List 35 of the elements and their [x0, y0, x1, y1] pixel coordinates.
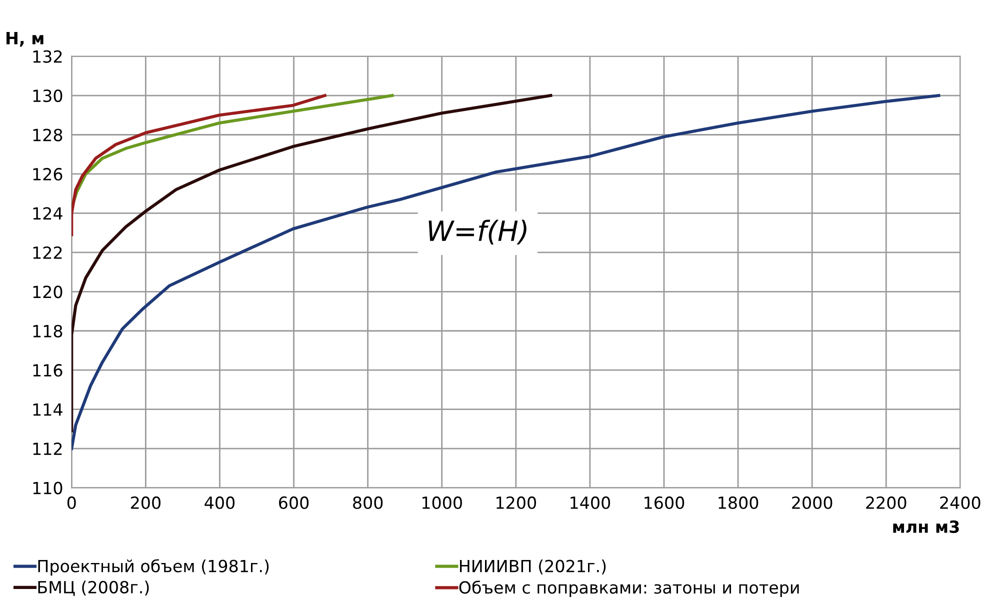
- x-tick-label: 400: [204, 496, 235, 509]
- line-series: [72, 94, 552, 432]
- x-tick-label: 600: [279, 496, 309, 509]
- y-axis-title: Н, м: [6, 32, 44, 47]
- y-tick-label: 126: [33, 168, 62, 181]
- x-tick-label: 2000: [792, 496, 832, 509]
- y-tick-label: 122: [33, 246, 62, 259]
- x-tick-label: 1200: [496, 496, 536, 509]
- line-series: [72, 94, 940, 450]
- y-tick-label: 130: [33, 89, 62, 102]
- legend-label: НИИИВП (2021г.): [460, 559, 606, 574]
- x-tick-label: 200: [131, 496, 160, 509]
- y-tick-label: 120: [33, 286, 62, 298]
- x-axis-title: млн м3: [893, 520, 959, 534]
- y-tick-label: 112: [33, 442, 62, 455]
- x-tick-label: 1600: [644, 496, 684, 509]
- x-tick-label: 2200: [866, 496, 906, 509]
- x-tick-label: 800: [353, 496, 383, 509]
- x-tick-label: 1400: [570, 496, 610, 509]
- y-tick-label: 128: [33, 128, 62, 142]
- line-series: [72, 94, 326, 236]
- x-tick-label: 1000: [422, 496, 462, 509]
- y-tick-label: 118: [33, 324, 62, 338]
- annotation: W=f(H): [428, 220, 526, 245]
- y-tick-label: 114: [33, 404, 62, 416]
- y-tick-label: 110: [33, 482, 62, 494]
- x-tick-label: 0: [67, 496, 76, 509]
- x-tick-label: 1800: [718, 496, 758, 509]
- y-tick-label: 116: [33, 364, 62, 377]
- legend-label: Проектный объем (1981г.): [38, 559, 269, 576]
- y-tick-label: 124: [33, 207, 62, 220]
- legend-label: БМЦ (2008г.): [38, 580, 149, 596]
- y-tick-label: 132: [33, 50, 62, 63]
- x-tick-label: 2400: [940, 496, 980, 509]
- legend-label: Объем с поправками: затоны и потери: [459, 580, 799, 597]
